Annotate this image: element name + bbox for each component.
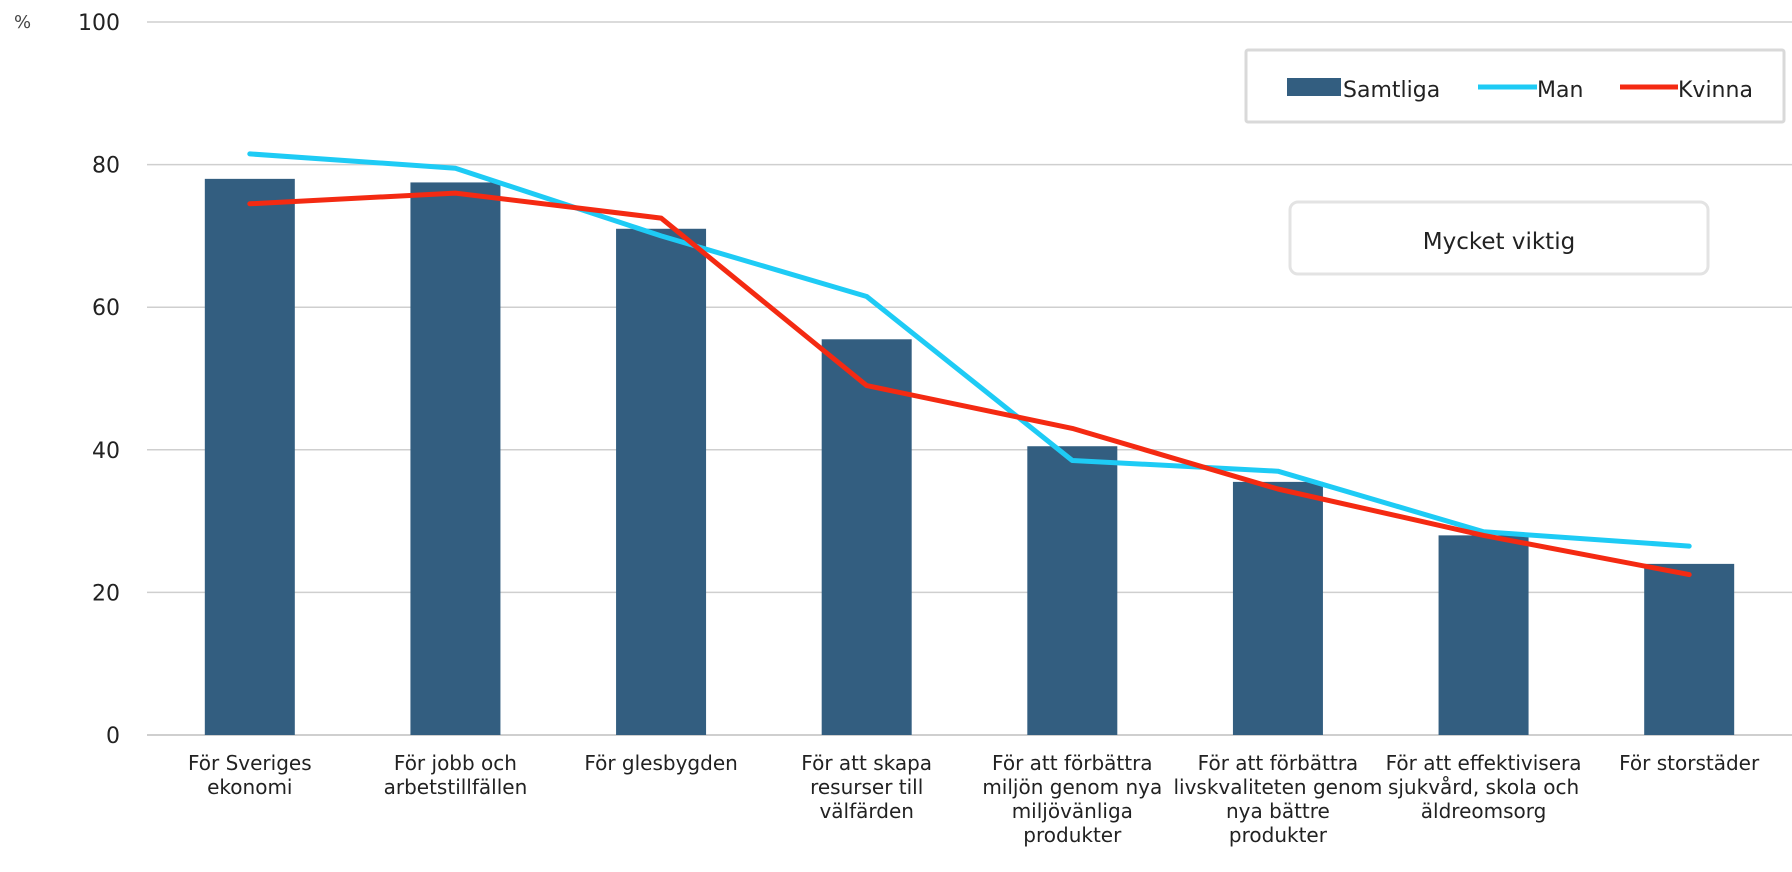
x-category-label-5: För att förbättra livskvaliteten genom nya… [1173, 751, 1382, 847]
bar-samtliga-0 [204, 178, 295, 736]
y-tick-label-60: 60 [92, 296, 120, 321]
x-category-label-4: För att förbättra miljön genom nya miljövä… [982, 751, 1162, 847]
y-tick-label-0: 0 [106, 724, 120, 749]
bar-samtliga-6 [1438, 535, 1529, 735]
y-axis-unit-label: % [14, 12, 31, 33]
x-category-label-0: För Sveriges ekonomi [188, 751, 312, 799]
x-category-label-2: För glesbygden [584, 751, 738, 775]
legend-label-man: Man [1537, 78, 1583, 103]
annotation-frame [1288, 200, 1710, 276]
y-tick-label-80: 80 [92, 154, 120, 179]
x-category-label-3: För att skapa resurser till välfärden [801, 751, 932, 823]
annotation-box: Mycket viktig [1288, 200, 1710, 276]
legend-swatch-samtliga [1287, 78, 1341, 96]
legend-label-kvinna: Kvinna [1678, 78, 1753, 103]
bar-samtliga-3 [821, 339, 912, 735]
legend-label-samtliga: Samtliga [1343, 78, 1440, 103]
bar-samtliga-7 [1644, 563, 1735, 735]
bar-samtliga-4 [1027, 446, 1118, 735]
y-tick-label-40: 40 [92, 439, 120, 464]
y-axis-ticks: 0 20 40 60 80 100 [78, 11, 120, 749]
category-labels: För Sveriges ekonomi För jobb och arbetstil… [188, 751, 1760, 847]
series-lines [247, 151, 1692, 578]
line-kvinna [247, 190, 1692, 578]
y-tick-label-100: 100 [78, 11, 120, 36]
x-category-label-6: För att effektivisera sjukvård, skola och… [1386, 751, 1582, 823]
legend: Samtliga Man Kvinna [1244, 48, 1786, 124]
annotation-label: Mycket viktig [1423, 229, 1575, 255]
bar-samtliga-2 [616, 228, 707, 735]
bars [204, 178, 1735, 736]
bar-samtliga-1 [410, 182, 501, 736]
x-category-label-7: För storstäder [1619, 751, 1760, 775]
bar-samtliga-5 [1232, 481, 1323, 735]
x-category-label-1: För jobb och arbetstillfällen [384, 751, 528, 799]
line-man [247, 151, 1692, 549]
y-tick-label-20: 20 [92, 581, 120, 606]
